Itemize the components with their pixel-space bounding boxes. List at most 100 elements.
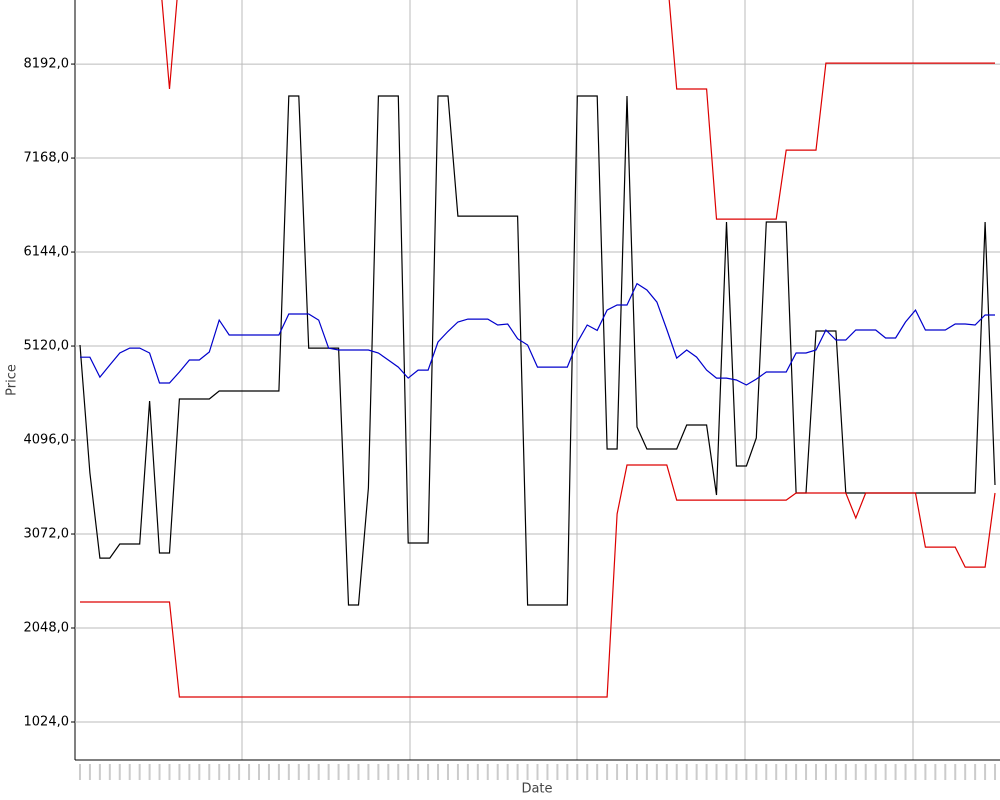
y-tick-label: 8192,0: [24, 57, 70, 72]
y-tick-label: 3072,0: [24, 527, 70, 542]
x-tick-stub: [675, 764, 678, 780]
x-tick-stub: [496, 764, 499, 780]
x-tick-stub: [536, 764, 539, 780]
x-tick-stub: [506, 764, 509, 780]
series-line: [161, 0, 995, 220]
x-tick-stub: [616, 764, 619, 780]
x-tick-stub: [785, 764, 788, 780]
y-axis-label: Price: [5, 364, 20, 396]
x-tick-stub: [267, 764, 270, 780]
x-tick-stub: [596, 764, 599, 780]
x-tick-stub: [665, 764, 668, 780]
x-tick-stub: [556, 764, 559, 780]
x-tick-stub: [526, 764, 529, 780]
x-tick-stub: [377, 764, 380, 780]
x-tick-stub: [168, 764, 171, 780]
series-line: [80, 464, 996, 698]
x-tick-stub: [715, 764, 718, 780]
x-tick-stub: [854, 764, 857, 780]
x-tick-stub: [128, 764, 131, 780]
x-tick-stub: [944, 764, 947, 780]
x-tick-stub: [456, 764, 459, 780]
x-tick-stub: [725, 764, 728, 780]
x-tick-stub: [824, 764, 827, 780]
x-tick-stub: [894, 764, 897, 780]
x-tick-stub: [407, 764, 410, 780]
x-axis-label: Date: [521, 782, 552, 797]
x-tick-stub: [805, 764, 808, 780]
x-tick-stub: [287, 764, 290, 780]
x-tick-stub: [566, 764, 569, 780]
x-tick-stub: [228, 764, 231, 780]
plot-area: [79, 0, 996, 698]
x-tick-stub: [397, 764, 400, 780]
x-tick-stub: [795, 764, 798, 780]
x-tick-stub: [884, 764, 887, 780]
x-tick-stub: [695, 764, 698, 780]
x-tick-stub: [476, 764, 479, 780]
x-tick-stub: [158, 764, 161, 780]
x-tick-stub: [984, 764, 987, 780]
x-tick-stub: [238, 764, 241, 780]
x-tick-stub: [317, 764, 320, 780]
x-tick-stub: [148, 764, 151, 780]
x-tick-stub: [844, 764, 847, 780]
x-tick-stub: [914, 764, 917, 780]
x-tick-stub: [775, 764, 778, 780]
x-tick-stub: [576, 764, 579, 780]
x-tick-stub: [198, 764, 201, 780]
x-tick-stub: [297, 764, 300, 780]
x-tick-stub: [258, 764, 261, 780]
x-tick-stub: [655, 764, 658, 780]
x-tick-stub: [327, 764, 330, 780]
x-tick-stub: [645, 764, 648, 780]
x-tick-stub: [387, 764, 390, 780]
x-tick-stub: [188, 764, 191, 780]
y-tick-label: 6144,0: [24, 245, 70, 260]
x-tick-stub: [964, 764, 967, 780]
x-tick-stub: [626, 764, 629, 780]
x-tick-stub: [586, 764, 589, 780]
x-tick-stub: [118, 764, 121, 780]
x-tick-stub: [834, 764, 837, 780]
x-tick-stub: [954, 764, 957, 780]
x-tick-stub: [108, 764, 111, 780]
x-tick-stub: [635, 764, 638, 780]
y-tick-label: 4096,0: [24, 433, 70, 448]
x-tick-stub: [208, 764, 211, 780]
y-tick-label: 7168,0: [24, 151, 70, 166]
x-tick-stub: [486, 764, 489, 780]
series-line: [79, 95, 996, 606]
x-tick-stub: [685, 764, 688, 780]
x-tick-stub: [755, 764, 758, 780]
x-tick-stub: [904, 764, 907, 780]
x-tick-stub: [307, 764, 310, 780]
y-tick-label: 5120,0: [24, 339, 70, 354]
x-tick-stub: [78, 764, 81, 780]
x-tick-stub: [934, 764, 937, 780]
x-tick-stub: [864, 764, 867, 780]
x-tick-stub: [606, 764, 609, 780]
x-tick-stub: [218, 764, 221, 780]
x-tick-stub: [138, 764, 141, 780]
x-tick-stub: [178, 764, 181, 780]
x-tick-stub: [367, 764, 370, 780]
y-tick-label: 2048,0: [24, 621, 70, 636]
x-tick-stub: [427, 764, 430, 780]
x-tick-stub: [277, 764, 280, 780]
x-tick-stub: [705, 764, 708, 780]
x-tick-stub: [248, 764, 251, 780]
x-tick-stub: [974, 764, 977, 780]
x-tick-stub: [546, 764, 549, 780]
x-tick-stub: [874, 764, 877, 780]
x-tick-stub: [446, 764, 449, 780]
x-tick-stub: [357, 764, 360, 780]
x-tick-stub: [466, 764, 469, 780]
x-tick-stub: [437, 764, 440, 780]
x-tick-stub: [417, 764, 420, 780]
x-tick-stub: [745, 764, 748, 780]
y-tick-label: 1024,0: [24, 715, 70, 730]
x-tick-stub: [88, 764, 91, 780]
x-tick-stub: [765, 764, 768, 780]
